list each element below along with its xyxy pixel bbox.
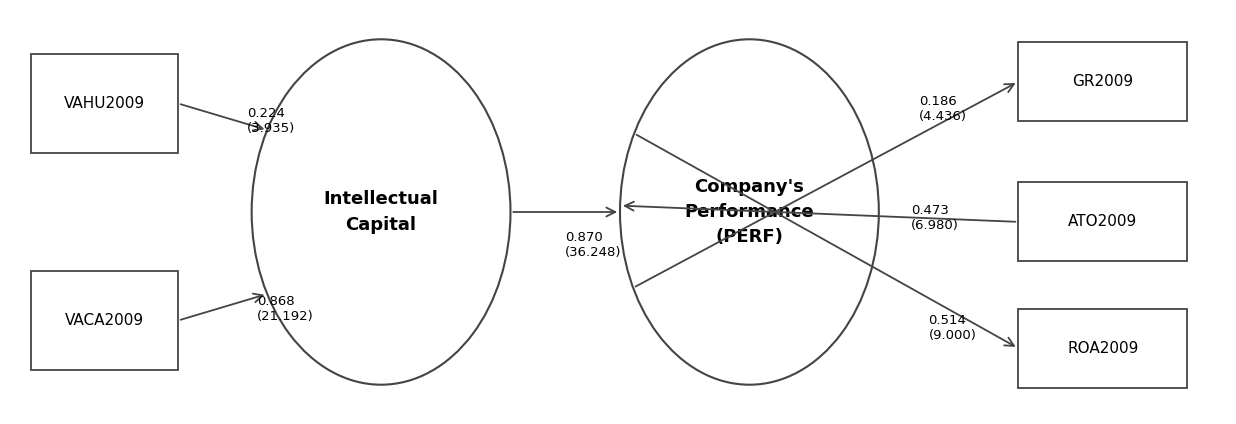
Text: 0.186
(4.436): 0.186 (4.436) bbox=[918, 95, 967, 123]
Text: 0.514
(9.000): 0.514 (9.000) bbox=[928, 315, 976, 343]
Text: VACA2009: VACA2009 bbox=[64, 313, 143, 328]
Text: 0.473
(6.980): 0.473 (6.980) bbox=[911, 204, 959, 232]
Text: 0.868
(21.192): 0.868 (21.192) bbox=[257, 295, 314, 323]
FancyBboxPatch shape bbox=[31, 271, 178, 370]
Text: Intellectual
Capital: Intellectual Capital bbox=[324, 190, 439, 234]
Text: ROA2009: ROA2009 bbox=[1067, 341, 1138, 356]
Text: 0.870
(36.248): 0.870 (36.248) bbox=[565, 231, 622, 259]
FancyBboxPatch shape bbox=[31, 54, 178, 153]
Ellipse shape bbox=[252, 39, 510, 385]
FancyBboxPatch shape bbox=[1018, 309, 1188, 388]
Text: 0.224
(3.935): 0.224 (3.935) bbox=[247, 107, 295, 135]
Text: GR2009: GR2009 bbox=[1073, 74, 1133, 89]
FancyBboxPatch shape bbox=[1018, 42, 1188, 121]
Ellipse shape bbox=[620, 39, 879, 385]
Text: ATO2009: ATO2009 bbox=[1068, 215, 1137, 229]
Text: VAHU2009: VAHU2009 bbox=[64, 96, 145, 111]
Text: Company's
Performance
(PERF): Company's Performance (PERF) bbox=[685, 178, 815, 246]
FancyBboxPatch shape bbox=[1018, 182, 1188, 261]
